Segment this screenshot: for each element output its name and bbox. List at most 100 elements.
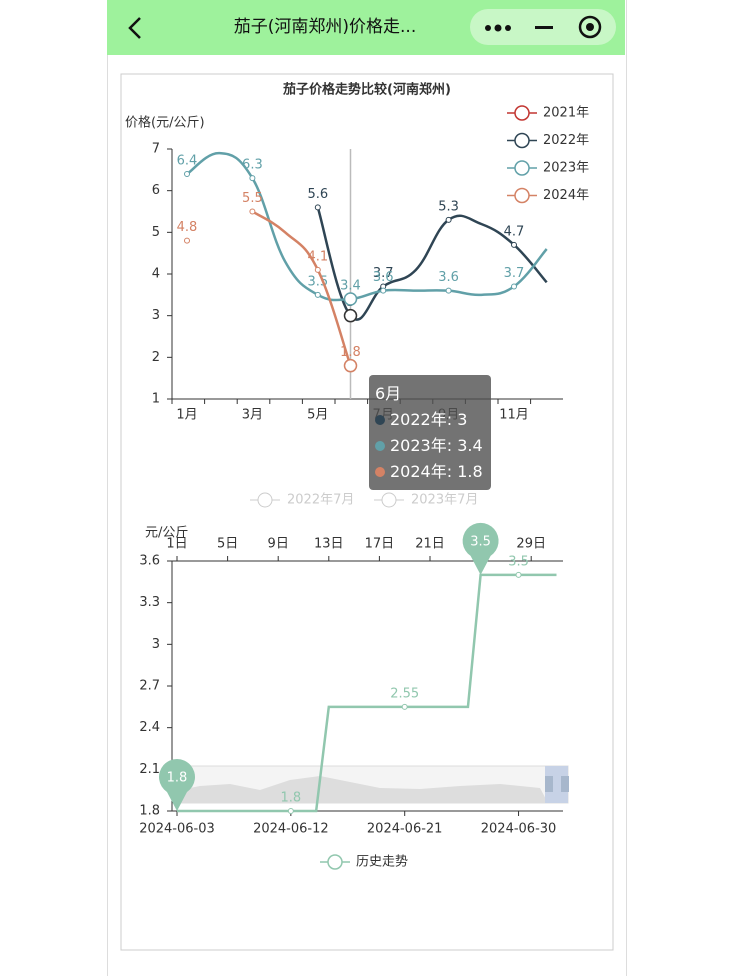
close-button[interactable]	[578, 15, 602, 39]
legend-icon	[514, 160, 530, 176]
page-title: 茄子(河南郑州)价格走...	[233, 17, 417, 37]
data-label: 6.3	[242, 158, 263, 173]
x-tick-label: 2024-06-03	[139, 822, 215, 837]
tooltip: 6月2022年32023年3.42024年1.8	[369, 375, 491, 490]
x2-tick-label: 5日	[217, 537, 238, 552]
tooltip-value: 3.4	[447, 436, 483, 455]
legend-label: 2024年	[543, 188, 589, 203]
point	[314, 204, 321, 211]
series-line	[251, 210, 352, 367]
data-label: 4.1	[307, 249, 328, 264]
timeline-label: 2022年7月	[287, 493, 354, 508]
x2-tick-label: 13日	[314, 537, 344, 552]
data-label: 3.6	[373, 270, 394, 285]
x-tick-label: 1月	[176, 408, 197, 423]
point	[314, 266, 321, 273]
y-tick-label: 2	[152, 350, 160, 365]
series-line	[186, 151, 548, 302]
data-label: 6.4	[177, 154, 198, 169]
point	[511, 283, 517, 290]
tooltip-name: 2024年	[390, 462, 447, 481]
x2-tick-label: 9日	[268, 537, 289, 552]
mark-pin	[462, 522, 499, 575]
timeline-icon	[381, 492, 397, 508]
data-label: 1.8	[340, 345, 361, 360]
y-tick-label: 5	[152, 225, 160, 240]
point	[445, 216, 452, 223]
point	[249, 208, 256, 215]
series-line	[177, 573, 557, 813]
data-label: 5.3	[438, 199, 459, 214]
more-button[interactable]	[485, 24, 511, 32]
x2-tick-label: 21日	[415, 537, 445, 552]
timeline-label: 2023年7月	[411, 493, 478, 508]
tooltip-dot	[375, 467, 385, 477]
x-tick-label: 2024-06-30	[481, 822, 557, 837]
tooltip-title: 6月	[375, 384, 402, 403]
point	[184, 171, 190, 177]
point	[343, 292, 358, 306]
point	[401, 703, 408, 710]
zoom-slider	[171, 765, 569, 804]
legend-label: 历史走势	[356, 854, 408, 870]
point	[380, 287, 387, 294]
y-tick-label: 1.8	[139, 804, 160, 819]
point	[249, 175, 256, 182]
y-axis-label: 元/公斤	[145, 526, 188, 541]
timeline-icon	[257, 492, 273, 508]
x-tick-label: 2024-06-21	[367, 822, 443, 837]
legend-icon	[514, 187, 530, 204]
y-tick-label: 3	[152, 308, 160, 323]
tooltip-dot	[375, 441, 385, 451]
point	[314, 291, 321, 298]
card	[120, 73, 614, 951]
data-label: 2.55	[390, 686, 419, 701]
data-label: 3.7	[504, 266, 525, 281]
mark-pin-label: 1.8	[167, 771, 188, 786]
legend-label: 2022年	[543, 133, 589, 148]
tooltip-row: 2023年3.4	[375, 433, 485, 459]
data-label: 4.7	[504, 224, 525, 239]
data-label: 4.8	[177, 220, 198, 235]
data-label: 3.7	[373, 266, 394, 281]
y-tick-label: 3	[152, 637, 160, 652]
data-label: 5.6	[307, 187, 328, 202]
x2-tick-label: 29日	[516, 537, 546, 552]
point	[515, 571, 522, 578]
y-tick-label: 2.7	[139, 679, 160, 694]
legend-icon	[327, 854, 343, 870]
y-tick-label: 3.3	[139, 595, 160, 610]
legend-icon	[514, 105, 530, 121]
tooltip-row: 2024年1.8	[375, 459, 485, 485]
y-tick-label: 2.1	[139, 762, 160, 777]
x2-tick-label: 1日	[166, 537, 187, 552]
data-label: 3.6	[438, 270, 459, 285]
x-tick-label: 3月	[242, 408, 263, 423]
mark-pin	[159, 759, 195, 811]
tooltip-value: 3	[447, 410, 468, 429]
tooltip-name: 2023年	[390, 436, 447, 455]
legend-label: 2021年	[543, 106, 589, 121]
point	[287, 808, 294, 814]
data-label: 3.5	[307, 274, 328, 289]
tooltip-row: 2022年3	[375, 407, 485, 433]
phone-frame	[107, 0, 627, 976]
mark-pin-label: 3.5	[470, 534, 491, 549]
point	[343, 308, 358, 323]
y-axis-label: 价格(元/公斤)	[125, 115, 205, 131]
y-tick-label: 4	[152, 267, 160, 282]
minimize-button[interactable]	[535, 26, 553, 29]
y-tick-label: 7	[152, 142, 160, 157]
tooltip-dot	[375, 415, 385, 425]
point	[511, 241, 517, 248]
back-button[interactable]	[128, 17, 141, 39]
data-label: 1.8	[281, 791, 302, 806]
y-tick-label: 3.6	[139, 554, 160, 569]
data-label: 3.5	[508, 554, 529, 569]
point	[184, 237, 190, 244]
chart-title: 茄子价格走势比较(河南郑州)	[282, 82, 451, 98]
tooltip-value: 1.8	[447, 462, 483, 481]
y-tick-label: 6	[152, 183, 160, 198]
y-tick-label: 1	[152, 392, 160, 407]
